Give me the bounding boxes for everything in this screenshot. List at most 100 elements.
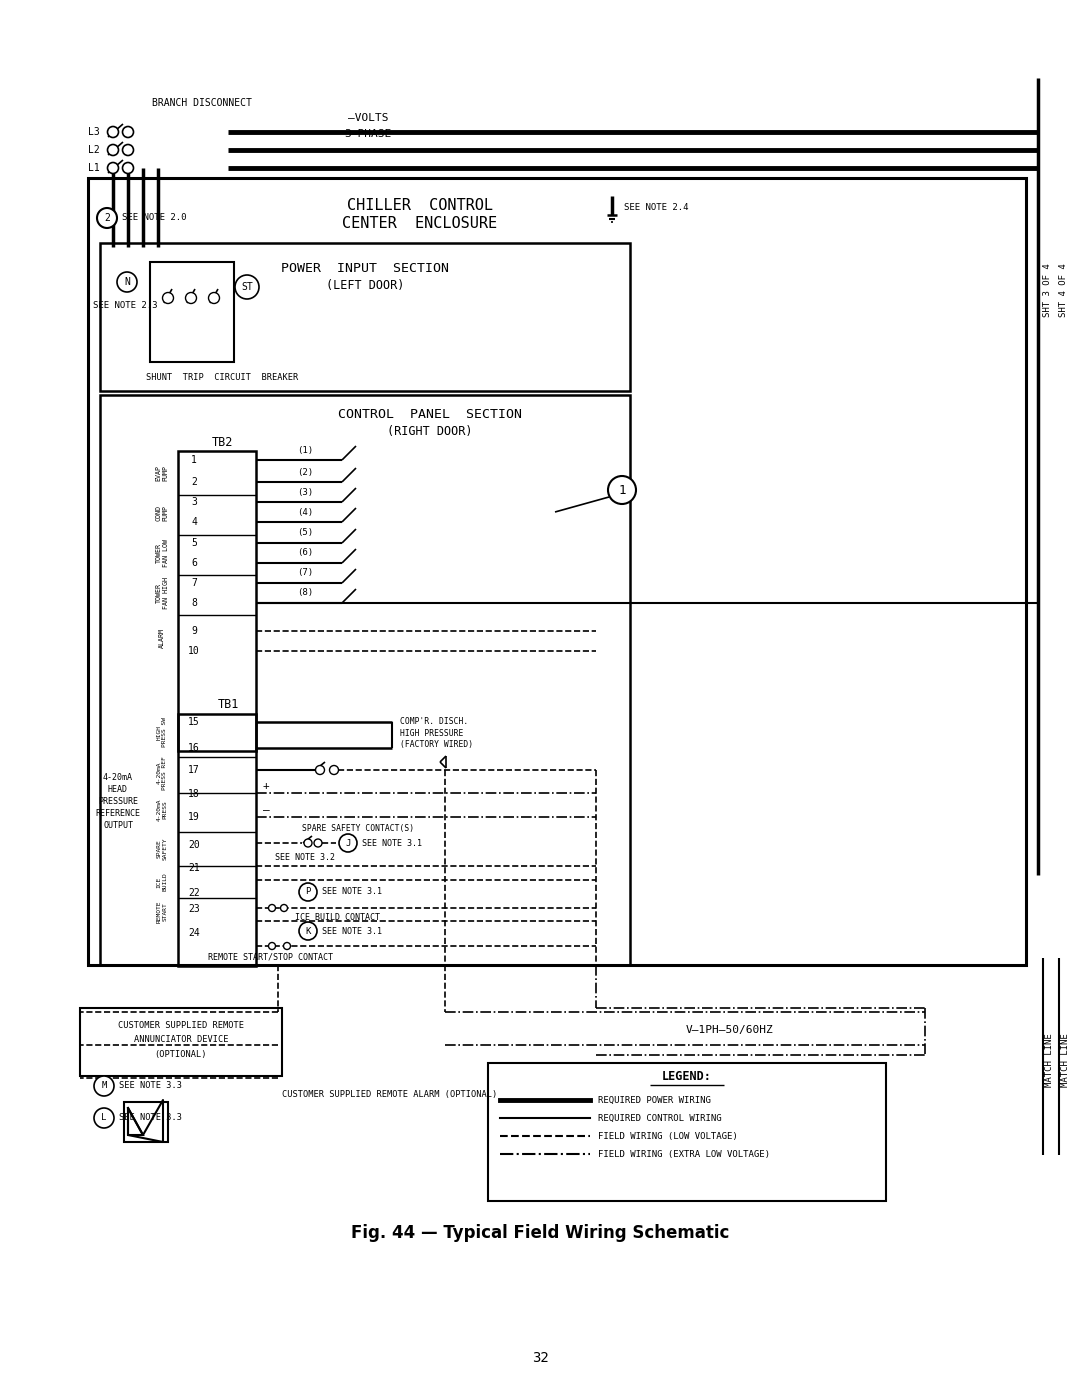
Text: REQUIRED CONTROL WIRING: REQUIRED CONTROL WIRING [598,1113,721,1123]
Text: CENTER  ENCLOSURE: CENTER ENCLOSURE [342,215,498,231]
Text: L: L [102,1113,107,1123]
Circle shape [108,144,119,155]
Text: ST: ST [241,282,253,292]
Circle shape [235,275,259,299]
Circle shape [339,834,357,852]
Text: 4: 4 [191,517,197,527]
Text: PRESSURE: PRESSURE [98,798,138,806]
Text: TOWER
FAN LOW: TOWER FAN LOW [156,539,168,567]
Text: 2: 2 [104,212,110,224]
Text: SEE NOTE 2.3: SEE NOTE 2.3 [93,300,158,310]
Text: 1: 1 [618,483,625,496]
Circle shape [122,127,134,137]
Text: MATCH LINE: MATCH LINE [1062,1034,1070,1087]
Text: K: K [306,926,311,936]
Text: SHT 3 OF 4: SHT 3 OF 4 [1043,263,1053,317]
Circle shape [315,766,324,774]
Circle shape [299,922,318,940]
Text: TB2: TB2 [212,436,232,448]
Text: 1: 1 [191,455,197,465]
Text: SPARE SAFETY CONTACT(S): SPARE SAFETY CONTACT(S) [302,823,414,833]
Text: EVAP
PUMP: EVAP PUMP [156,465,168,481]
Bar [124,1102,168,1141]
Text: POWER  INPUT  SECTION: POWER INPUT SECTION [281,261,449,274]
Text: CUSTOMER SUPPLIED REMOTE ALARM (OPTIONAL): CUSTOMER SUPPLIED REMOTE ALARM (OPTIONAL… [282,1091,497,1099]
Text: (2): (2) [297,468,313,476]
Text: REFERENCE: REFERENCE [95,809,140,819]
Text: LEGEND:: LEGEND: [662,1070,712,1084]
Text: (1): (1) [297,446,313,454]
Bar [100,243,630,391]
Text: CONTROL  PANEL  SECTION: CONTROL PANEL SECTION [338,408,522,420]
Text: L2: L2 [87,145,99,155]
Text: 23: 23 [188,904,200,914]
Text: CHILLER  CONTROL: CHILLER CONTROL [347,197,492,212]
Text: (FACTORY WIRED): (FACTORY WIRED) [400,739,473,749]
Bar [178,451,256,752]
Text: 9: 9 [191,626,197,636]
Text: 8: 8 [191,598,197,608]
Text: TOWER
FAN HIGH: TOWER FAN HIGH [156,577,168,609]
Text: –VOLTS: –VOLTS [348,113,388,123]
Text: TB1: TB1 [217,697,239,711]
Text: 15: 15 [188,717,200,726]
Text: SPARE
SAFETY: SPARE SAFETY [157,838,167,861]
Circle shape [208,292,219,303]
Text: L1: L1 [87,163,99,173]
Text: J: J [346,838,351,848]
Circle shape [281,904,287,911]
Circle shape [162,292,174,303]
Text: MATCH LINE: MATCH LINE [1045,1034,1054,1087]
Text: 20: 20 [188,840,200,849]
Text: 24: 24 [188,928,200,937]
Text: HIGH
PRESS SW: HIGH PRESS SW [157,717,167,747]
Circle shape [117,272,137,292]
Text: SEE NOTE 3.1: SEE NOTE 3.1 [362,838,422,848]
Text: SEE NOTE 2.4: SEE NOTE 2.4 [624,204,689,212]
Text: 7: 7 [191,578,197,588]
Text: SEE NOTE 3.1: SEE NOTE 3.1 [322,887,382,897]
Text: SHUNT  TRIP  CIRCUIT  BREAKER: SHUNT TRIP CIRCUIT BREAKER [146,373,298,383]
Circle shape [314,840,322,847]
Text: REMOTE START/STOP CONTACT: REMOTE START/STOP CONTACT [207,953,333,961]
Text: COND
PUMP: COND PUMP [156,504,168,521]
Text: SEE NOTE 3.2: SEE NOTE 3.2 [275,852,335,862]
Text: (LEFT DOOR): (LEFT DOOR) [326,279,404,292]
Circle shape [122,144,134,155]
Circle shape [303,840,312,847]
Text: +: + [264,781,270,791]
Text: ICE BUILD CONTACT: ICE BUILD CONTACT [295,912,380,922]
Circle shape [94,1076,114,1097]
Text: SHT 4 OF 4: SHT 4 OF 4 [1059,263,1068,317]
Text: P: P [306,887,311,897]
Text: SEE NOTE 3.3: SEE NOTE 3.3 [119,1113,183,1123]
Text: 4-20mA
PRESS REF: 4-20mA PRESS REF [157,756,167,789]
Bar [80,1009,282,1076]
Text: N: N [124,277,130,286]
Text: ICE
BUILD: ICE BUILD [157,873,167,891]
Circle shape [94,1108,114,1127]
Text: Fig. 44 — Typical Field Wiring Schematic: Fig. 44 — Typical Field Wiring Schematic [351,1224,729,1242]
Text: 3: 3 [191,497,197,507]
Circle shape [269,943,275,950]
Bar [100,395,630,965]
Text: 22: 22 [188,888,200,898]
Text: SEE NOTE 3.1: SEE NOTE 3.1 [322,926,382,936]
Text: 2: 2 [191,476,197,488]
Bar [150,263,234,362]
Text: –: – [264,805,270,814]
Bar [178,714,256,965]
Circle shape [283,943,291,950]
Text: SEE NOTE 3.3: SEE NOTE 3.3 [119,1081,183,1091]
Circle shape [269,904,275,911]
Circle shape [608,476,636,504]
Text: ALARM: ALARM [159,629,165,648]
Text: FIELD WIRING (LOW VOLTAGE): FIELD WIRING (LOW VOLTAGE) [598,1132,738,1140]
Text: M: M [102,1081,107,1091]
Circle shape [299,883,318,901]
Text: OUTPUT: OUTPUT [103,821,133,830]
Text: 19: 19 [188,812,200,821]
Text: 10: 10 [188,645,200,657]
Text: V–1PH–50/60HZ: V–1PH–50/60HZ [686,1025,774,1035]
Text: 4-20mA: 4-20mA [103,774,133,782]
